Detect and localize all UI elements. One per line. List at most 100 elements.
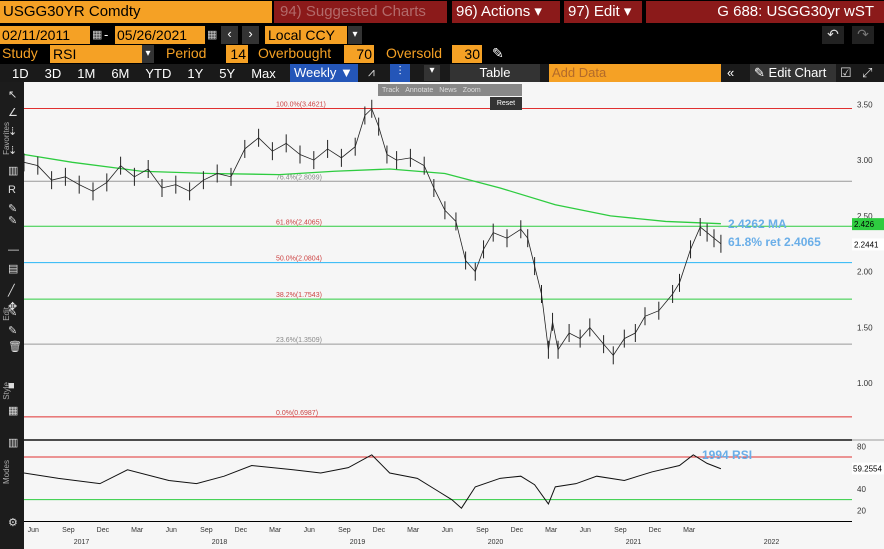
annotate-mode[interactable]: Annotate — [405, 86, 434, 94]
x-month-label: Sep — [476, 527, 489, 534]
pencil-icon: ✎ — [754, 65, 765, 80]
news-mode[interactable]: News — [439, 86, 457, 94]
more-icon[interactable]: ▥ — [8, 437, 19, 449]
chevron-down-icon[interactable]: ▾ — [424, 65, 440, 81]
currency-select[interactable]: Local CCY — [265, 26, 347, 44]
trash-icon[interactable]: 🗑 — [8, 341, 22, 353]
zoom-mode[interactable]: Zoom — [462, 86, 481, 94]
x-year-label: 2022 — [764, 539, 780, 546]
price-path — [24, 108, 722, 356]
frequency-select[interactable]: Weekly ▼ — [290, 64, 358, 82]
rsi-panel — [24, 441, 852, 521]
reset-button[interactable]: Reset — [490, 97, 522, 110]
chevron-down-icon[interactable]: ▾ — [142, 45, 154, 63]
edit-chart-button[interactable]: ✎ Edit Chart — [750, 64, 836, 82]
pencil-icon[interactable]: ✎ — [8, 215, 18, 227]
line-tool-icon[interactable]: ⇣ — [8, 126, 18, 138]
y-axis-ticks: 3.50 3.00 2.50 2.00 1.50 1.00 — [857, 100, 873, 388]
settings-icon[interactable]: ⚙ — [8, 517, 18, 529]
table-button[interactable]: Table — [450, 64, 540, 82]
fib-icon[interactable]: R — [8, 184, 16, 196]
fib-label: 100.0%(3.4621) — [276, 102, 326, 109]
bars-icon[interactable]: ▥ — [8, 165, 19, 177]
rsi-tag-label: 59.2554 — [853, 464, 882, 473]
next-arrow-icon[interactable]: › — [242, 26, 259, 44]
fib-label: 23.6%(1.3509) — [276, 337, 322, 344]
period-button-ytd[interactable]: YTD — [145, 66, 172, 81]
fib-label: 38.2%(1.7543) — [276, 292, 322, 299]
edit-menu[interactable]: 97) Edit ▾ — [564, 1, 642, 23]
x-month-label: Jun — [580, 527, 591, 534]
ma-series-line — [24, 153, 721, 225]
period-button-3d[interactable]: 3D — [44, 66, 62, 81]
actions-label: 96) Actions — [456, 3, 531, 20]
redo-icon[interactable]: ↷ — [852, 26, 874, 44]
end-date-input[interactable]: 05/26/2021 — [115, 26, 205, 44]
x-month-label: Mar — [545, 527, 558, 534]
rsi-tick-label: 40 — [857, 485, 866, 494]
move-icon[interactable]: ✥ — [8, 301, 18, 313]
expand-icon[interactable]: ⤢ — [862, 65, 873, 80]
edit-icon[interactable]: ✎ — [8, 325, 18, 337]
oversold-input[interactable]: 30 — [452, 45, 482, 63]
period-button-1d[interactable]: 1D — [12, 66, 29, 81]
period-input[interactable]: 14 — [226, 45, 248, 63]
fill-icon[interactable]: ▤ — [8, 263, 19, 275]
price-tags: 2.426 2.2441 59.2554 — [852, 218, 884, 475]
period-toolbar: 1D 3D 1M 6M YTD 1Y 5Y Max Weekly ▼ ⩘ ⫶ ▾ Table … — [0, 64, 884, 82]
price-panel — [24, 82, 852, 439]
start-date-input[interactable]: 02/11/2011 — [0, 26, 90, 44]
x-year-label: 2021 — [626, 539, 642, 546]
study-select[interactable]: RSI — [50, 45, 142, 63]
minus-icon[interactable]: — — [8, 244, 19, 256]
x-month-label: Mar — [407, 527, 420, 534]
period-label: Period — [166, 45, 207, 61]
track-mode[interactable]: Track — [382, 86, 400, 94]
period-button-1y[interactable]: 1Y — [187, 66, 204, 81]
calendar-icon[interactable]: ▦ — [207, 29, 218, 41]
period-button-max[interactable]: Max — [251, 66, 276, 81]
draw-icon[interactable]: ∠ — [8, 107, 18, 119]
bar-chart-icon[interactable]: ⫶ — [390, 64, 410, 82]
rsi-tick-label: 80 — [857, 442, 866, 451]
period-button-6m[interactable]: 6M — [111, 66, 130, 81]
ticker-field[interactable]: USGG30YR Comdty — [0, 1, 272, 23]
x-month-label: Dec — [373, 527, 386, 534]
collapse-icon[interactable]: « — [727, 65, 735, 80]
period-button-5y[interactable]: 5Y — [219, 66, 236, 81]
retracement-annotation: 61.8% ret 2.4065 — [728, 235, 821, 249]
pencil-icon[interactable]: ✎ — [492, 45, 504, 61]
square-icon[interactable]: ■ — [8, 380, 15, 392]
pen-icon[interactable]: ✎ — [8, 307, 18, 319]
study-label: Study — [2, 45, 38, 61]
text-icon[interactable]: ✎ — [8, 203, 18, 215]
arrow-icon[interactable]: ↖ — [8, 89, 18, 101]
chevron-down-icon[interactable]: ▾ — [348, 26, 362, 44]
fib-label: 76.4%(2.8099) — [276, 174, 322, 181]
y-tick-label: 3.00 — [857, 156, 873, 165]
x-month-label: Sep — [200, 527, 213, 534]
prev-arrow-icon[interactable]: ‹ — [221, 26, 238, 44]
line-chart-icon[interactable]: ⩘ — [368, 65, 375, 79]
add-data-input[interactable]: Add Data — [549, 64, 721, 82]
overbought-input[interactable]: 70 — [344, 45, 374, 63]
period-button-1m[interactable]: 1M — [77, 66, 96, 81]
rsi-series-line — [24, 454, 722, 509]
suggested-charts-menu[interactable]: 94) Suggested Charts — [274, 1, 447, 23]
overbought-label: Overbought — [258, 45, 332, 61]
price-tag-label: 2.426 — [854, 220, 875, 229]
calendar-icon[interactable]: ▦ — [92, 29, 103, 41]
frequency-label: Weekly — [294, 65, 337, 80]
price-series — [24, 99, 722, 365]
edit-box-icon[interactable]: ☑ — [840, 65, 852, 80]
trend-icon[interactable]: ⇣ — [8, 145, 18, 157]
color-icon[interactable]: ▦ — [8, 405, 19, 417]
undo-icon[interactable]: ↶ — [822, 26, 844, 44]
x-year-label: 2018 — [212, 539, 228, 546]
x-month-label: Sep — [62, 527, 75, 534]
line-icon[interactable]: ╱ — [8, 285, 15, 297]
x-month-label: Dec — [235, 527, 248, 534]
actions-menu[interactable]: 96) Actions ▾ — [452, 1, 560, 23]
study-bar: Study RSI ▾ Period 14 Overbought 70 Over… — [0, 45, 884, 64]
price-tag-label: 2.2441 — [854, 240, 879, 249]
